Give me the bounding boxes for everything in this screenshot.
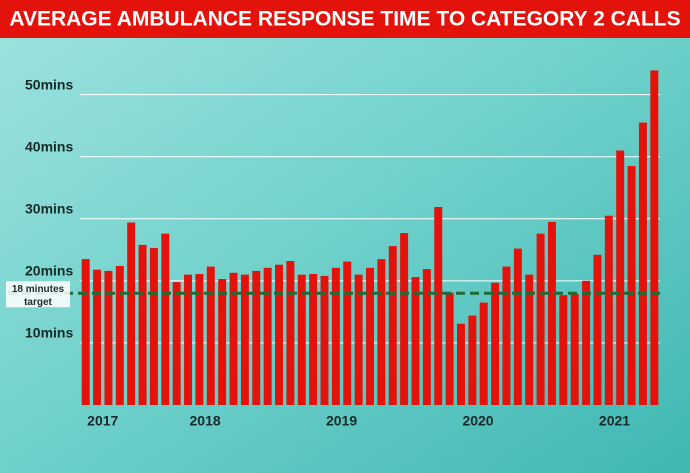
bar (229, 272, 238, 405)
y-tick-label: 40mins (25, 138, 73, 154)
bar (388, 246, 397, 405)
bar (366, 267, 374, 405)
bar (627, 166, 636, 405)
bar (400, 233, 409, 405)
x-tick-label: 2020 (462, 413, 493, 429)
bar (525, 274, 534, 405)
bar (502, 266, 511, 405)
bar (138, 244, 147, 405)
bar (331, 267, 340, 405)
x-tick-label: 2019 (326, 413, 357, 429)
bar (479, 302, 488, 405)
bar (286, 261, 295, 405)
bar (104, 270, 113, 405)
bar (93, 269, 102, 405)
bar (559, 295, 568, 405)
bar (343, 261, 352, 405)
y-tick-label: 30mins (25, 200, 73, 216)
bar (172, 282, 181, 405)
target-label-box (6, 281, 70, 308)
bar (354, 274, 363, 405)
bar (650, 70, 659, 405)
bar (320, 275, 329, 405)
y-tick-label: 50mins (25, 76, 73, 92)
title-banner (0, 0, 690, 38)
bar (206, 266, 215, 405)
bar (411, 277, 420, 405)
chart-title: AVERAGE AMBULANCE RESPONSE TIME TO CATEG… (9, 8, 680, 31)
bar (593, 254, 602, 405)
bar (115, 265, 124, 405)
bar (218, 279, 227, 405)
bar (252, 270, 261, 405)
bar (149, 247, 158, 405)
bar (536, 233, 545, 405)
bar (468, 315, 477, 405)
bar (240, 274, 249, 405)
bar (638, 122, 647, 405)
y-tick-label: 20mins (25, 263, 73, 279)
y-tick-label: 10mins (25, 325, 73, 341)
bar (81, 259, 90, 405)
bar (616, 150, 625, 405)
bar (309, 274, 318, 405)
bar (445, 292, 454, 405)
x-tick-label: 2021 (599, 413, 630, 429)
bar (434, 207, 443, 405)
bar (513, 248, 522, 405)
bar (184, 274, 193, 405)
bar (127, 222, 136, 405)
bar (297, 274, 306, 405)
bar (377, 259, 386, 405)
x-tick-label: 2018 (190, 413, 221, 429)
bar (263, 267, 272, 405)
bar (570, 293, 579, 405)
bar (275, 264, 283, 405)
x-tick-label: 2017 (87, 413, 118, 429)
bar (604, 215, 613, 405)
bar (422, 269, 431, 405)
bar (457, 323, 465, 405)
bar (547, 221, 556, 405)
bar (582, 280, 591, 405)
target-label: 18 minutes (12, 284, 65, 295)
bar (195, 274, 204, 405)
bar (491, 282, 500, 405)
target-label: target (24, 297, 52, 308)
bar (161, 233, 170, 405)
